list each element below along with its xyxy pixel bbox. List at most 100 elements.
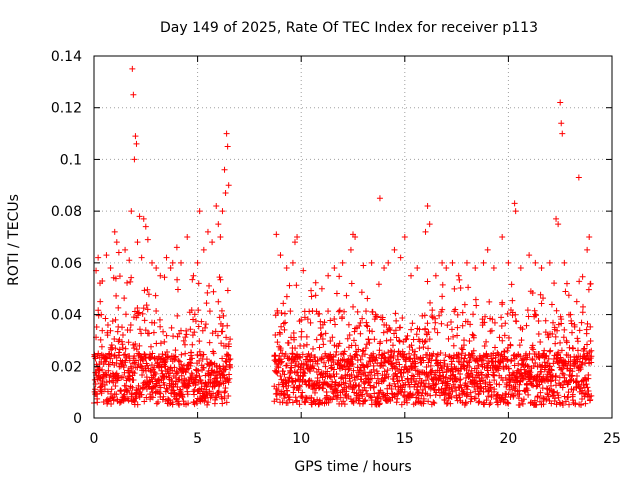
data-point bbox=[192, 382, 199, 389]
data-point bbox=[494, 391, 501, 398]
y-tick-label: 0.04 bbox=[51, 308, 82, 324]
data-point bbox=[138, 391, 145, 398]
data-point bbox=[373, 313, 380, 320]
data-point bbox=[340, 351, 347, 358]
data-point bbox=[413, 394, 420, 401]
data-point bbox=[560, 371, 567, 378]
data-point bbox=[144, 236, 151, 243]
data-point bbox=[517, 265, 524, 272]
data-point bbox=[141, 398, 148, 405]
data-point bbox=[525, 391, 532, 398]
data-point bbox=[552, 340, 559, 347]
data-point bbox=[437, 359, 444, 366]
data-point bbox=[209, 330, 216, 337]
data-point bbox=[289, 259, 296, 266]
data-point bbox=[119, 345, 126, 352]
data-point bbox=[426, 221, 433, 228]
data-point bbox=[226, 356, 233, 363]
data-point bbox=[313, 336, 320, 343]
data-point bbox=[588, 347, 595, 354]
data-point bbox=[195, 367, 202, 374]
data-point bbox=[505, 334, 512, 341]
data-point bbox=[119, 374, 126, 381]
data-point bbox=[505, 259, 512, 266]
data-point bbox=[437, 372, 444, 379]
data-point bbox=[582, 400, 589, 407]
data-point bbox=[425, 345, 432, 352]
data-point bbox=[184, 391, 191, 398]
data-point bbox=[161, 338, 168, 345]
data-point bbox=[499, 301, 506, 308]
data-point bbox=[336, 307, 343, 314]
data-point bbox=[111, 336, 118, 343]
data-point bbox=[399, 377, 406, 384]
data-point bbox=[415, 395, 422, 402]
data-point bbox=[98, 390, 105, 397]
data-point bbox=[459, 346, 466, 353]
data-point bbox=[383, 322, 390, 329]
data-point bbox=[475, 390, 482, 397]
data-point bbox=[431, 325, 438, 332]
data-point bbox=[460, 389, 467, 396]
data-point bbox=[553, 372, 560, 379]
data-point bbox=[128, 391, 135, 398]
data-point bbox=[144, 286, 151, 293]
data-point bbox=[219, 400, 226, 407]
data-point bbox=[460, 342, 467, 349]
data-point bbox=[487, 384, 494, 391]
data-point bbox=[296, 401, 303, 408]
data-point bbox=[157, 390, 164, 397]
data-point bbox=[393, 334, 400, 341]
data-point bbox=[195, 307, 202, 314]
data-point bbox=[475, 362, 482, 369]
data-point bbox=[579, 303, 586, 310]
data-point bbox=[469, 331, 476, 338]
data-point bbox=[153, 307, 160, 314]
data-point bbox=[545, 334, 552, 341]
data-point bbox=[533, 383, 540, 390]
data-point bbox=[587, 338, 594, 345]
data-point bbox=[104, 329, 111, 336]
data-point bbox=[215, 221, 222, 228]
data-point bbox=[141, 317, 148, 324]
data-point bbox=[587, 323, 594, 330]
data-point bbox=[95, 254, 102, 261]
data-point bbox=[344, 335, 351, 342]
data-point bbox=[327, 374, 334, 381]
data-point bbox=[102, 358, 109, 365]
data-point bbox=[501, 396, 508, 403]
data-point bbox=[429, 307, 436, 314]
data-point bbox=[574, 338, 581, 345]
data-point bbox=[384, 367, 391, 374]
data-point bbox=[534, 393, 541, 400]
data-point bbox=[200, 351, 207, 358]
data-point bbox=[453, 394, 460, 401]
data-point bbox=[95, 307, 102, 314]
y-tick-label: 0.1 bbox=[60, 152, 82, 168]
data-point bbox=[454, 332, 461, 339]
data-point bbox=[157, 340, 164, 347]
data-point bbox=[289, 399, 296, 406]
data-point bbox=[504, 347, 511, 354]
data-point bbox=[202, 395, 209, 402]
data-point bbox=[205, 399, 212, 406]
data-point bbox=[457, 284, 464, 291]
data-point bbox=[190, 272, 197, 279]
data-point bbox=[466, 373, 473, 380]
data-point bbox=[380, 363, 387, 370]
data-point bbox=[483, 338, 490, 345]
data-point bbox=[147, 343, 154, 350]
data-point bbox=[286, 282, 293, 289]
data-point bbox=[545, 355, 552, 362]
data-point bbox=[444, 363, 451, 370]
data-point bbox=[345, 356, 352, 363]
data-point bbox=[444, 380, 451, 387]
data-point bbox=[545, 393, 552, 400]
data-point bbox=[507, 341, 514, 348]
data-point bbox=[538, 300, 545, 307]
data-point bbox=[167, 265, 174, 272]
data-point bbox=[224, 322, 231, 329]
data-point bbox=[333, 370, 340, 377]
data-point bbox=[585, 371, 592, 378]
data-point bbox=[374, 370, 381, 377]
